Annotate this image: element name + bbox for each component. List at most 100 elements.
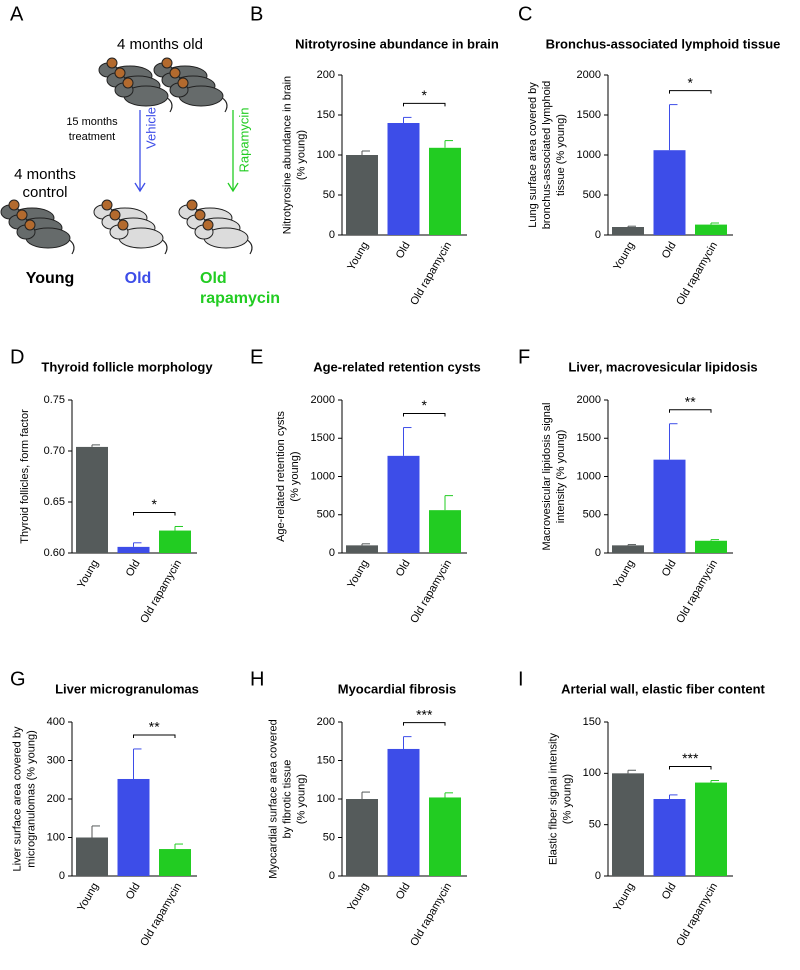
y-tick-label: 150 xyxy=(317,109,335,121)
chart-title: Arterial wall, elastic fiber content xyxy=(561,681,765,696)
x-tick-label: Young xyxy=(611,881,637,914)
significance-bracket xyxy=(669,409,712,413)
y-axis-label: by fibrotic tissue xyxy=(281,760,293,839)
y-tick-label: 1000 xyxy=(577,470,601,482)
y-tick-label: 200 xyxy=(317,716,335,728)
x-tick-label: Old xyxy=(660,240,679,261)
group-label: Old xyxy=(125,270,152,287)
chart-title: Liver, macrovesicular lipidosis xyxy=(568,359,757,374)
x-tick-label: Young xyxy=(345,240,371,273)
bar xyxy=(612,545,644,553)
y-tick-label: 400 xyxy=(47,716,65,728)
diagram-label: treatment xyxy=(69,131,115,143)
panel-label: E xyxy=(250,346,263,368)
y-axis-label: Nitrotyrosine abundance in brain xyxy=(281,76,293,234)
y-axis-label: microgranulomas (% young) xyxy=(25,730,37,868)
bar xyxy=(695,224,727,235)
bar xyxy=(653,799,686,876)
significance-bracket xyxy=(133,734,176,738)
mouse-ear xyxy=(24,219,36,231)
x-tick-label: Old rapamycin xyxy=(138,881,184,948)
y-axis-label: bronchus-associated lymphoid xyxy=(541,81,553,230)
y-axis-label: Macrovesicular lipidosis signal xyxy=(541,403,553,551)
bar xyxy=(159,849,191,876)
significance-label: * xyxy=(422,397,428,413)
y-tick-label: 200 xyxy=(47,793,65,805)
bar xyxy=(117,546,150,553)
y-tick-label: 500 xyxy=(317,509,335,521)
significance-bracket xyxy=(669,766,712,770)
arrow-head xyxy=(227,182,239,193)
mouse-ear xyxy=(161,57,173,69)
significance-bracket xyxy=(403,413,446,417)
x-tick-label: Old rapamycin xyxy=(674,558,720,625)
y-tick-label: 150 xyxy=(583,716,601,728)
y-tick-label: 2000 xyxy=(577,394,601,406)
y-tick-label: 150 xyxy=(317,754,335,766)
mouse-ear xyxy=(122,77,134,89)
x-tick-label: Old rapamycin xyxy=(408,881,454,948)
significance-bracket xyxy=(669,90,712,94)
y-tick-label: 1500 xyxy=(577,432,601,444)
y-tick-label: 1500 xyxy=(577,109,601,121)
mouse-ear xyxy=(101,199,113,211)
y-axis-label: tissue (% young) xyxy=(555,114,567,196)
y-tick-label: 0.60 xyxy=(44,547,65,559)
y-tick-label: 0.70 xyxy=(44,445,65,457)
y-axis-label: (% young) xyxy=(295,130,307,180)
y-axis-label: Age-related retention cysts xyxy=(275,411,287,542)
significance-bracket xyxy=(403,102,446,107)
y-axis-label: (% young) xyxy=(295,774,307,824)
y-tick-label: 0 xyxy=(329,229,335,241)
mouse-ear xyxy=(8,199,20,211)
y-tick-label: 0.65 xyxy=(44,496,65,508)
significance-label: *** xyxy=(682,750,699,766)
panel-label: A xyxy=(10,3,24,25)
bar xyxy=(387,455,420,553)
diagram-label: Rapamycin xyxy=(236,107,251,172)
diagram-label: 4 months xyxy=(14,166,76,183)
mouse-ear xyxy=(117,219,129,231)
y-axis-label: Thyroid follicles, form factor xyxy=(19,409,31,544)
y-axis-label: (% young) xyxy=(561,774,573,824)
panel-label: B xyxy=(250,3,263,25)
x-tick-label: Old rapamycin xyxy=(674,881,720,948)
bar xyxy=(695,782,727,876)
y-tick-label: 0 xyxy=(595,547,601,559)
bar xyxy=(346,155,378,235)
significance-label: * xyxy=(152,496,158,512)
x-tick-label: Old xyxy=(394,240,413,261)
y-tick-label: 100 xyxy=(583,767,601,779)
x-tick-label: Old xyxy=(124,558,143,579)
bar xyxy=(695,540,727,553)
panel-label: G xyxy=(10,668,26,690)
diagram-label: 15 months xyxy=(66,116,118,128)
mouse-ear xyxy=(186,199,198,211)
y-tick-label: 0 xyxy=(329,547,335,559)
mouse-ear xyxy=(16,209,28,221)
y-axis-label: Myocardial surface area covered xyxy=(267,719,279,879)
bar xyxy=(159,530,191,553)
significance-label: *** xyxy=(416,706,433,722)
x-tick-label: Old xyxy=(394,558,413,579)
chart-title: Thyroid follicle morphology xyxy=(41,359,213,374)
y-axis-label: (% young) xyxy=(289,451,301,501)
x-tick-label: Old xyxy=(660,558,679,579)
mouse-ear xyxy=(177,77,189,89)
panel-label: D xyxy=(10,346,24,368)
chart-title: Age-related retention cysts xyxy=(313,359,481,374)
y-tick-label: 0 xyxy=(59,870,65,882)
bar xyxy=(76,837,108,876)
x-tick-label: Old xyxy=(124,881,143,902)
panel-label: C xyxy=(518,3,532,25)
bar xyxy=(612,227,644,235)
panel-label: H xyxy=(250,668,264,690)
mouse-illustrations xyxy=(0,57,253,255)
y-tick-label: 1000 xyxy=(311,470,335,482)
y-tick-label: 50 xyxy=(323,189,335,201)
y-tick-label: 100 xyxy=(47,831,65,843)
bar xyxy=(429,147,461,235)
mouse-ear xyxy=(114,67,126,79)
y-tick-label: 0 xyxy=(595,229,601,241)
y-axis-label: Elastic fiber signal intensity xyxy=(547,732,559,865)
